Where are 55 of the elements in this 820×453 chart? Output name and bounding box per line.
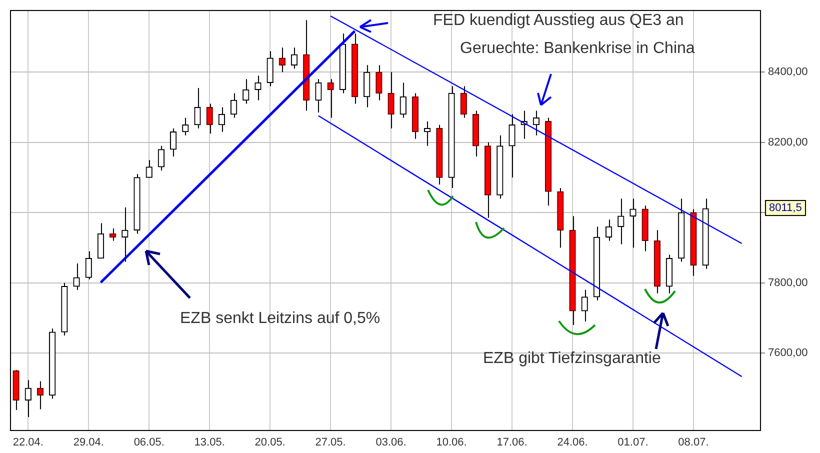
candlestick bbox=[242, 78, 250, 104]
candlestick bbox=[581, 289, 588, 322]
candlestick bbox=[254, 75, 262, 101]
annotation: EZB senkt Leitzins auf 0,5% bbox=[180, 310, 380, 328]
x-tick-label: 20.05. bbox=[254, 436, 286, 449]
candlestick bbox=[424, 120, 431, 146]
x-tick-label: 03.06. bbox=[376, 436, 406, 449]
candlestick bbox=[122, 206, 128, 262]
candlestick bbox=[327, 78, 334, 118]
x-tick-label: 24.06. bbox=[557, 436, 588, 449]
candlestick bbox=[97, 222, 104, 259]
candlestick bbox=[218, 106, 226, 132]
candlestick bbox=[194, 87, 201, 129]
candlestick bbox=[605, 219, 612, 242]
candlestick bbox=[388, 72, 394, 129]
annotation: Geruechte: Bankenkrise in China bbox=[460, 40, 695, 58]
candlestick bbox=[206, 103, 213, 134]
y-tick-label: 7600,00 bbox=[768, 347, 808, 360]
candlestick bbox=[532, 110, 540, 136]
candlestick bbox=[290, 47, 298, 70]
candlestick bbox=[364, 64, 370, 108]
candlestick bbox=[278, 47, 286, 73]
y-tick-label: 7800,00 bbox=[768, 276, 808, 289]
x-tick-label: 27.05. bbox=[315, 436, 346, 449]
candlestick bbox=[230, 92, 238, 118]
candlestick bbox=[376, 64, 382, 101]
candlestick bbox=[24, 380, 32, 418]
candlestick bbox=[460, 86, 467, 118]
candlestick bbox=[170, 128, 177, 157]
candlestick bbox=[109, 228, 116, 242]
y-tick-label: 8200,00 bbox=[768, 136, 808, 148]
candlestick bbox=[400, 82, 406, 118]
candlestick bbox=[85, 250, 92, 280]
x-tick-label: 08.07. bbox=[678, 436, 709, 449]
candlestick bbox=[266, 50, 274, 87]
y-tick-label: 8400,00 bbox=[768, 66, 808, 78]
candlestick bbox=[508, 114, 516, 178]
candlestick bbox=[315, 78, 322, 114]
x-tick-label: 01.07. bbox=[618, 436, 648, 449]
candlestick bbox=[158, 145, 165, 171]
annotation: EZB gibt Tiefzinsgarantie bbox=[483, 350, 661, 368]
x-tick-label: 22.04. bbox=[12, 436, 44, 449]
text: 8011,5 bbox=[765, 200, 806, 216]
x-tick-label: 17.06. bbox=[496, 436, 528, 449]
x-tick-label: 13.05. bbox=[194, 436, 225, 449]
candlestick bbox=[73, 263, 80, 290]
annotation: FED kuendigt Ausstieg aus QE3 an bbox=[433, 12, 684, 30]
x-tick-label: 06.05. bbox=[134, 436, 164, 449]
candlestick bbox=[630, 198, 636, 248]
x-tick-label: 29.04. bbox=[73, 436, 104, 449]
candlestick bbox=[146, 159, 152, 178]
candlestick bbox=[618, 198, 624, 245]
x-tick-label: 10.06. bbox=[436, 436, 467, 449]
candlestick bbox=[36, 380, 44, 410]
candlestick bbox=[182, 117, 189, 136]
